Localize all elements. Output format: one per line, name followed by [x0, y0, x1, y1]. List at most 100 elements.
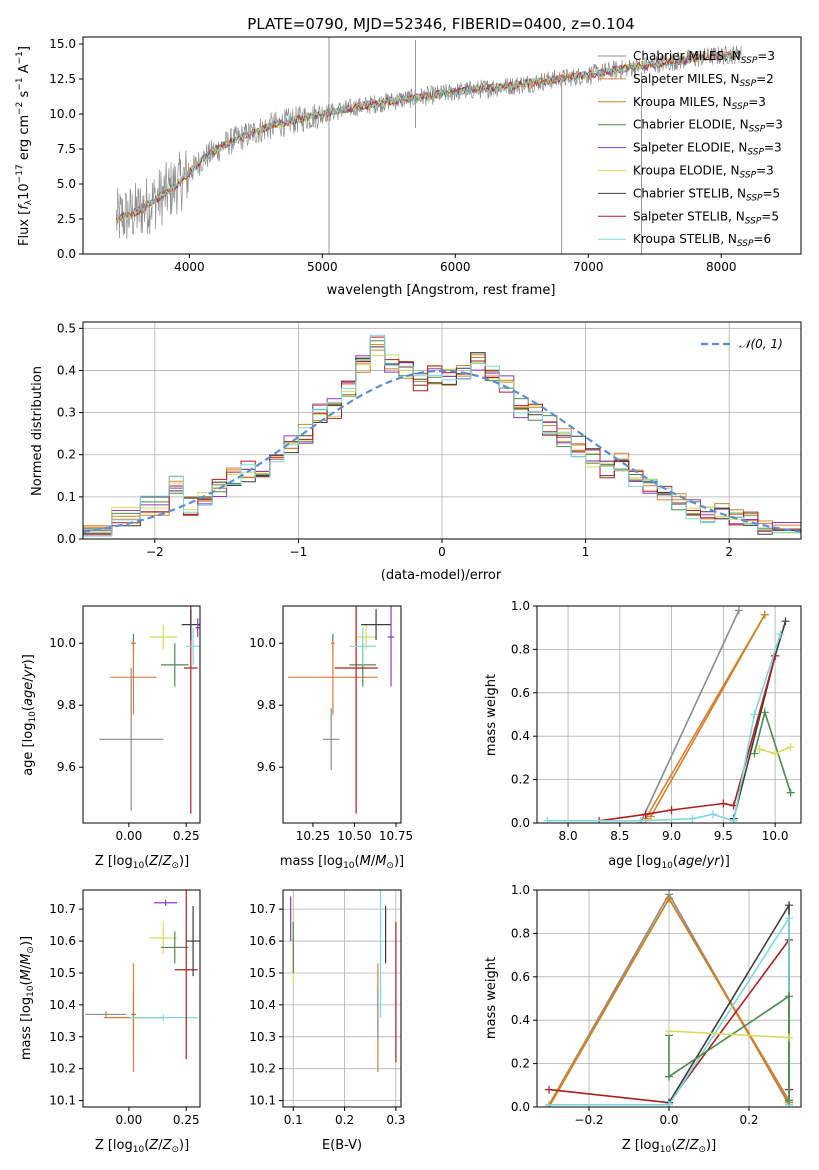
legend-rest: =2: [756, 72, 774, 86]
y-tick-label: 10.2: [249, 1062, 276, 1076]
residuals-panel: −2 −1 0 1 2 0.0 0.1 0.2 0.3 0.4 0.5 𝒩(0, 1) (data-m…: [30, 321, 802, 583]
residuals-ylabel: Normed distribution: [30, 366, 45, 496]
x-tick-label: 0.0: [659, 1113, 678, 1127]
plot-marks: [545, 890, 793, 1107]
x-tick-label: 0.1: [284, 1113, 303, 1127]
error-bar-point: [154, 899, 178, 906]
legend-sub: SSP: [741, 56, 758, 66]
x-tick-label: 6000: [440, 260, 471, 274]
x-tick-label: 0.00: [116, 1113, 143, 1127]
plus-marker: [729, 816, 738, 823]
legend-rest: =6: [753, 232, 771, 246]
y-tick-label: 9.8: [57, 698, 76, 712]
error-bar-point: [186, 905, 200, 977]
error-bar-point: [361, 609, 392, 641]
y-tick-label: 10.7: [249, 902, 276, 916]
spectrum-legend: Chabrier MILES, NSSP=3 Salpeter MILES, NS…: [598, 49, 783, 249]
legend-sub: SSP: [746, 193, 763, 203]
error-bar-point: [287, 640, 378, 715]
x-tick-label: 0.25: [173, 1113, 200, 1127]
error-bar-point: [387, 606, 395, 687]
plus-marker: [755, 745, 764, 754]
plot-marks: [287, 606, 395, 814]
y-tick-label: 10.1: [249, 1094, 276, 1108]
plus-marker: [785, 914, 793, 923]
y-tick-label: 0.6: [511, 970, 530, 984]
age-vs-z-ylabel: age [log10(age/yr)]: [21, 654, 38, 776]
plus-marker: [688, 814, 697, 823]
plus-marker: [771, 651, 780, 660]
x-tick-label: 8.0: [559, 829, 578, 843]
y-tick-label: 0.3: [57, 406, 76, 420]
residual-histogram: [83, 334, 801, 539]
legend-rest: =3: [764, 141, 782, 155]
error-bar-point: [334, 606, 378, 814]
legend-label: Salpeter STELIB, NSSP=5: [633, 209, 779, 226]
x-tick-label: 8.5: [610, 829, 629, 843]
gaussian-curve: [83, 369, 801, 533]
y-tick-label: 0.2: [511, 1057, 530, 1071]
x-tick-label: 9.0: [662, 829, 681, 843]
error-bar-point: [174, 890, 198, 1060]
y-tick-label: 1.0: [511, 599, 530, 613]
plus-marker: [734, 606, 743, 615]
plus-marker: [636, 816, 645, 823]
mass-weight-vs-age-panel: 8.0 8.5 9.0 9.5 10.0 0.0 0.2 0.4 0.6 0.8 1.0 age […: [484, 599, 802, 871]
x-tick-label: 7000: [573, 260, 604, 274]
plot-marks: [543, 606, 795, 823]
error-bar-point: [181, 609, 200, 641]
legend-rest: =3: [756, 164, 774, 178]
mass-vs-ebv-panel: 0.1 0.2 0.3 10.1 10.2 10.3 10.4 10.5 10.6 10.7 E(…: [249, 889, 405, 1153]
plus-marker: [719, 799, 728, 808]
legend-sub: SSP: [740, 171, 757, 181]
error-bar-point: [186, 627, 200, 665]
y-tick-label: 10.4: [49, 998, 76, 1012]
y-tick-label: 10.0: [49, 107, 76, 121]
error-bar-point: [110, 640, 157, 715]
residuals-legend: 𝒩(0, 1): [701, 337, 783, 351]
axes-frame: [282, 605, 402, 824]
y-tick-label: 10.4: [249, 998, 276, 1012]
plus-marker: [785, 992, 793, 1001]
y-tick-label: 0.4: [511, 1013, 530, 1027]
legend-label: Kroupa ELODIE, NSSP=3: [633, 164, 774, 181]
y-tick-label: 7.5: [57, 142, 76, 156]
plus-marker: [786, 743, 795, 752]
x-tick-label: 10.75: [379, 829, 413, 843]
legend-label: Salpeter ELODIE, NSSP=3: [633, 141, 782, 158]
y-tick-label: 0.0: [511, 816, 530, 830]
axes-frame: [82, 889, 201, 1108]
mass-vs-z-ylabel: mass [log10(M/M⊙)]: [19, 936, 36, 1060]
mass-vs-z-xlabel: Z [log10(Z/Z⊙)]: [95, 1138, 189, 1155]
y-tick-label: 12.5: [49, 72, 76, 86]
plus-marker: [665, 1100, 673, 1107]
x-tick-label: 10.50: [337, 829, 371, 843]
x-tick-label: 0.2: [335, 1113, 354, 1127]
y-tick-label: 10.6: [49, 934, 76, 948]
error-bar-point: [349, 627, 377, 665]
plus-marker: [641, 810, 650, 819]
legend-rest: =3: [765, 118, 783, 132]
plot-marks: [115, 37, 742, 254]
legend-sub: SSP: [749, 125, 766, 135]
plus-marker: [545, 1100, 553, 1107]
x-tick-label: 0.2: [739, 1113, 758, 1127]
error-bar-point: [183, 606, 198, 814]
mass-vs-z-panel: 0.00 0.25 10.1 10.2 10.3 10.4 10.5 10.6 10.7 Z […: [19, 889, 201, 1155]
x-tick-label: 0.00: [116, 829, 143, 843]
x-tick-label: −1: [290, 545, 308, 559]
error-bar-point: [85, 1011, 127, 1018]
spectrum-model-line: [115, 51, 742, 224]
y-tick-label: 0.4: [511, 729, 530, 743]
legend-label: Kroupa STELIB, NSSP=6: [633, 232, 771, 249]
y-tick-label: 10.5: [49, 966, 76, 980]
legend-label: Salpeter MILES, NSSP=2: [633, 72, 774, 89]
error-bar-point: [128, 1014, 198, 1021]
mass-weight-line: [639, 609, 740, 823]
mass-weight-line: [668, 1030, 790, 1039]
y-tick-label: 0.0: [57, 247, 76, 261]
y-tick-label: 10.7: [49, 902, 76, 916]
y-tick-label: 0.0: [57, 532, 76, 546]
spectrum-model-line: [116, 48, 742, 222]
y-tick-label: 10.2: [49, 1062, 76, 1076]
